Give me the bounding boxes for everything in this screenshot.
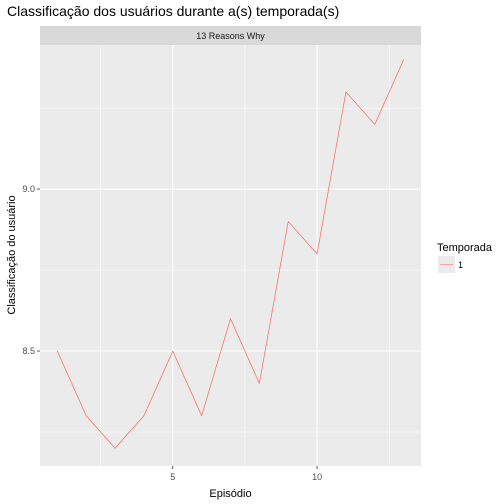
grid-minor bbox=[40, 45, 421, 466]
series-layer bbox=[56, 59, 405, 449]
grid-major bbox=[40, 45, 421, 466]
y-tick-label-0: 8.5 bbox=[22, 346, 35, 356]
chart-title: Classificação dos usuários durante a(s) … bbox=[7, 3, 339, 19]
x-tick-label-0: 5 bbox=[170, 472, 175, 482]
legend-title: Temporada bbox=[437, 242, 493, 254]
facet-label: 13 Reasons Why bbox=[196, 31, 265, 41]
legend-label-series-1: 1 bbox=[458, 260, 463, 270]
series-line-1 bbox=[56, 59, 405, 449]
y-axis-title: Classificação do usuário bbox=[6, 195, 18, 314]
x-axis-title: Episódio bbox=[209, 488, 251, 500]
facet-strip bbox=[40, 26, 421, 45]
plot-panel bbox=[40, 45, 421, 466]
y-tick-label-1: 9.0 bbox=[22, 184, 35, 194]
x-tick-label-1: 10 bbox=[312, 472, 322, 482]
axis-ticks: 5 10 8.5 9.0 bbox=[22, 184, 322, 482]
